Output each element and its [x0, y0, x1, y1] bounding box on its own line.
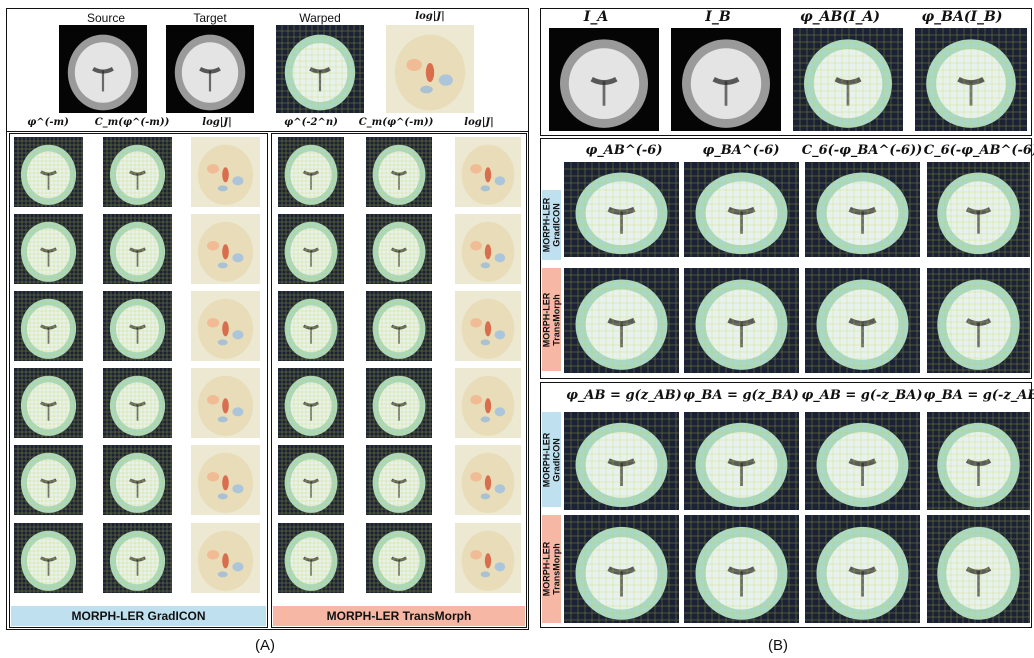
a-right-header-0: φ^(-2^n)	[284, 117, 338, 128]
a-top-header-1: Target	[193, 11, 227, 25]
panel-b-top-box	[540, 8, 1032, 136]
panel-b-r3-c1-thumb	[684, 515, 799, 623]
gradicon-r4-c2-thumb	[191, 445, 260, 515]
transmorph-r1-c1-thumb	[366, 214, 432, 284]
panel-b-r0-c0-thumb	[564, 162, 679, 257]
transmorph-r2-c1-thumb	[366, 291, 432, 361]
jacobian-image	[386, 25, 474, 113]
warped-ab	[793, 28, 903, 131]
panel-a-left-box	[9, 133, 268, 628]
gradicon-r5-c2-thumb	[191, 523, 260, 593]
transmorph-r3-c2-thumb	[455, 368, 521, 438]
a-right-header-2: log|J|	[464, 117, 494, 128]
gradicon-r1-c1-thumb	[103, 214, 172, 284]
transmorph-r3-c1-thumb	[366, 368, 432, 438]
b-mid-header-0: φ_AB^(-6)	[585, 143, 663, 158]
gradicon-r1-c0-thumb	[14, 214, 83, 284]
row-label-transmorph-bottom: MORPH-LER TransMorph	[542, 515, 562, 623]
caption-b: (B)	[768, 637, 788, 654]
panel-b-r1-c1-thumb	[684, 268, 799, 373]
transmorph-r0-c0-thumb	[278, 137, 344, 207]
panel-a-top-box	[6, 8, 529, 132]
panel-b-r1-c3-thumb	[927, 268, 1030, 373]
image-ia	[549, 28, 659, 131]
panel-b-r3-c0-thumb	[564, 515, 679, 623]
row-label-transmorph-mid: MORPH-LER TransMorph	[542, 268, 562, 371]
warped-ba	[915, 28, 1027, 131]
transmorph-r0-c2-thumb	[455, 137, 521, 207]
transmorph-r2-c0-thumb	[278, 291, 344, 361]
gradicon-r3-c0-thumb	[14, 368, 83, 438]
a-top-header-0: Source	[86, 11, 126, 25]
transmorph-r4-c1-thumb	[366, 445, 432, 515]
transmorph-r2-c2-thumb	[455, 291, 521, 361]
panel-b-r1-c0-thumb	[564, 268, 679, 373]
gradicon-r2-c1-thumb	[103, 291, 172, 361]
b-bottom-header-3: φ_BA = g(-z_AB)	[923, 388, 1034, 403]
panel-b-mid-box	[540, 138, 1032, 379]
image-ib	[671, 28, 781, 131]
panel-b-r2-c3-thumb	[927, 412, 1030, 510]
transmorph-r3-c0-thumb	[278, 368, 344, 438]
gradicon-r4-c0-thumb	[14, 445, 83, 515]
transmorph-r1-c2-thumb	[455, 214, 521, 284]
transmorph-r5-c0-thumb	[278, 523, 344, 593]
transmorph-banner: MORPH-LER TransMorph	[273, 606, 525, 626]
transmorph-r5-c1-thumb	[366, 523, 432, 593]
a-top-header-3: log|J|	[415, 11, 445, 22]
panel-b-r2-c1-thumb	[684, 412, 799, 510]
gradicon-r3-c1-thumb	[103, 368, 172, 438]
target-image	[166, 25, 254, 113]
warped-image	[276, 25, 364, 113]
panel-b-r0-c2-thumb	[805, 162, 920, 257]
row-label-gradicon-mid: MORPH-LER GradICON	[542, 190, 562, 260]
a-left-header-0: φ^(-m)	[27, 117, 69, 128]
gradicon-r2-c2-thumb	[191, 291, 260, 361]
transmorph-r1-c0-thumb	[278, 214, 344, 284]
panel-b-r0-c1-thumb	[684, 162, 799, 257]
gradicon-r0-c2-thumb	[191, 137, 260, 207]
row-label-gradicon-bottom: MORPH-LER GradICON	[542, 412, 562, 507]
panel-b-r2-c0-thumb	[564, 412, 679, 510]
gradicon-r1-c2-thumb	[191, 214, 260, 284]
b-top-header-0: I_A	[583, 9, 609, 25]
gradicon-r5-c1-thumb	[103, 523, 172, 593]
caption-a: (A)	[255, 637, 275, 654]
b-top-header-1: I_B	[705, 9, 731, 25]
b-mid-header-1: φ_BA^(-6)	[702, 143, 780, 158]
gradicon-r0-c1-thumb	[103, 137, 172, 207]
a-right-header-1: C_m(φ^(-m))	[358, 117, 434, 128]
b-top-header-2: φ_AB(I_A)	[799, 9, 881, 25]
panel-b-r3-c2-thumb	[805, 515, 920, 623]
panel-b-bottom-box	[540, 382, 1032, 628]
gradicon-r2-c0-thumb	[14, 291, 83, 361]
gradicon-r3-c2-thumb	[191, 368, 260, 438]
b-bottom-header-1: φ_BA = g(z_BA)	[683, 388, 799, 403]
b-mid-header-2: C_6(-φ_BA^(-6))	[801, 143, 923, 158]
transmorph-r0-c1-thumb	[366, 137, 432, 207]
b-mid-header-3: C_6(-φ_AB^(-6))	[923, 143, 1034, 158]
gradicon-banner: MORPH-LER GradICON	[11, 606, 266, 626]
transmorph-r5-c2-thumb	[455, 523, 521, 593]
b-bottom-header-0: φ_AB = g(z_AB)	[566, 388, 682, 403]
panel-b-r3-c3-thumb	[927, 515, 1030, 623]
panel-b-r0-c3-thumb	[927, 162, 1030, 257]
panel-b-r1-c2-thumb	[805, 268, 920, 373]
gradicon-r5-c0-thumb	[14, 523, 83, 593]
b-bottom-header-2: φ_AB = g(-z_BA)	[801, 388, 923, 403]
a-top-header-2: Warped	[299, 11, 341, 25]
gradicon-r4-c1-thumb	[103, 445, 172, 515]
panel-a-right-box	[271, 133, 527, 628]
transmorph-r4-c2-thumb	[455, 445, 521, 515]
a-left-header-2: log|J|	[202, 117, 232, 128]
transmorph-r4-c0-thumb	[278, 445, 344, 515]
b-top-header-3: φ_BA(I_B)	[921, 9, 1003, 25]
panel-b-r2-c2-thumb	[805, 412, 920, 510]
source-image	[59, 25, 147, 113]
a-left-header-1: C_m(φ^(-m))	[94, 117, 170, 128]
gradicon-r0-c0-thumb	[14, 137, 83, 207]
